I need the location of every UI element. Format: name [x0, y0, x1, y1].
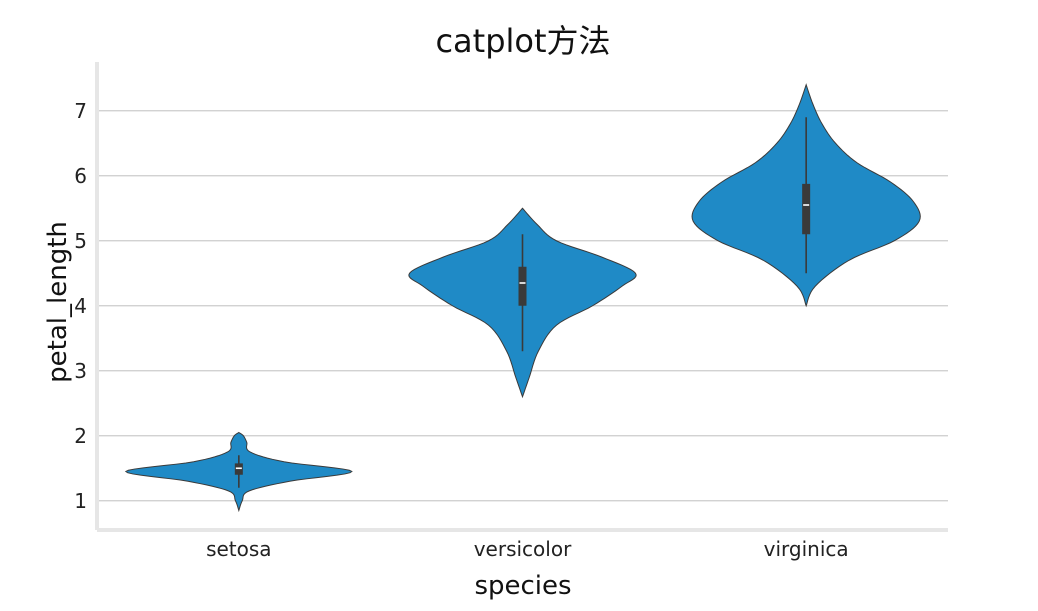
y-tick-label: 6 — [74, 164, 87, 188]
violin-iqr-box — [518, 266, 527, 306]
violins — [124, 83, 921, 513]
y-tick-label: 7 — [74, 99, 87, 123]
chart-title: catplot方法 — [435, 22, 610, 60]
y-tick-label: 4 — [74, 294, 87, 318]
violin-iqr-box — [234, 463, 243, 475]
y-tick-label: 3 — [74, 359, 87, 383]
tick-labels: 1 2 3 4 5 6 7 setosa versicolor virginica — [74, 99, 848, 561]
y-tick-label: 2 — [74, 424, 87, 448]
axes — [95, 62, 948, 532]
y-tick-label: 1 — [74, 489, 87, 513]
x-tick-label: versicolor — [474, 537, 572, 561]
x-axis-title: species — [474, 571, 571, 601]
violin-iqr-box — [802, 183, 811, 235]
y-tick-label: 5 — [74, 229, 87, 253]
x-tick-label: virginica — [764, 537, 849, 561]
y-axis-title: petal_length — [43, 221, 73, 383]
x-tick-label: setosa — [206, 537, 271, 561]
